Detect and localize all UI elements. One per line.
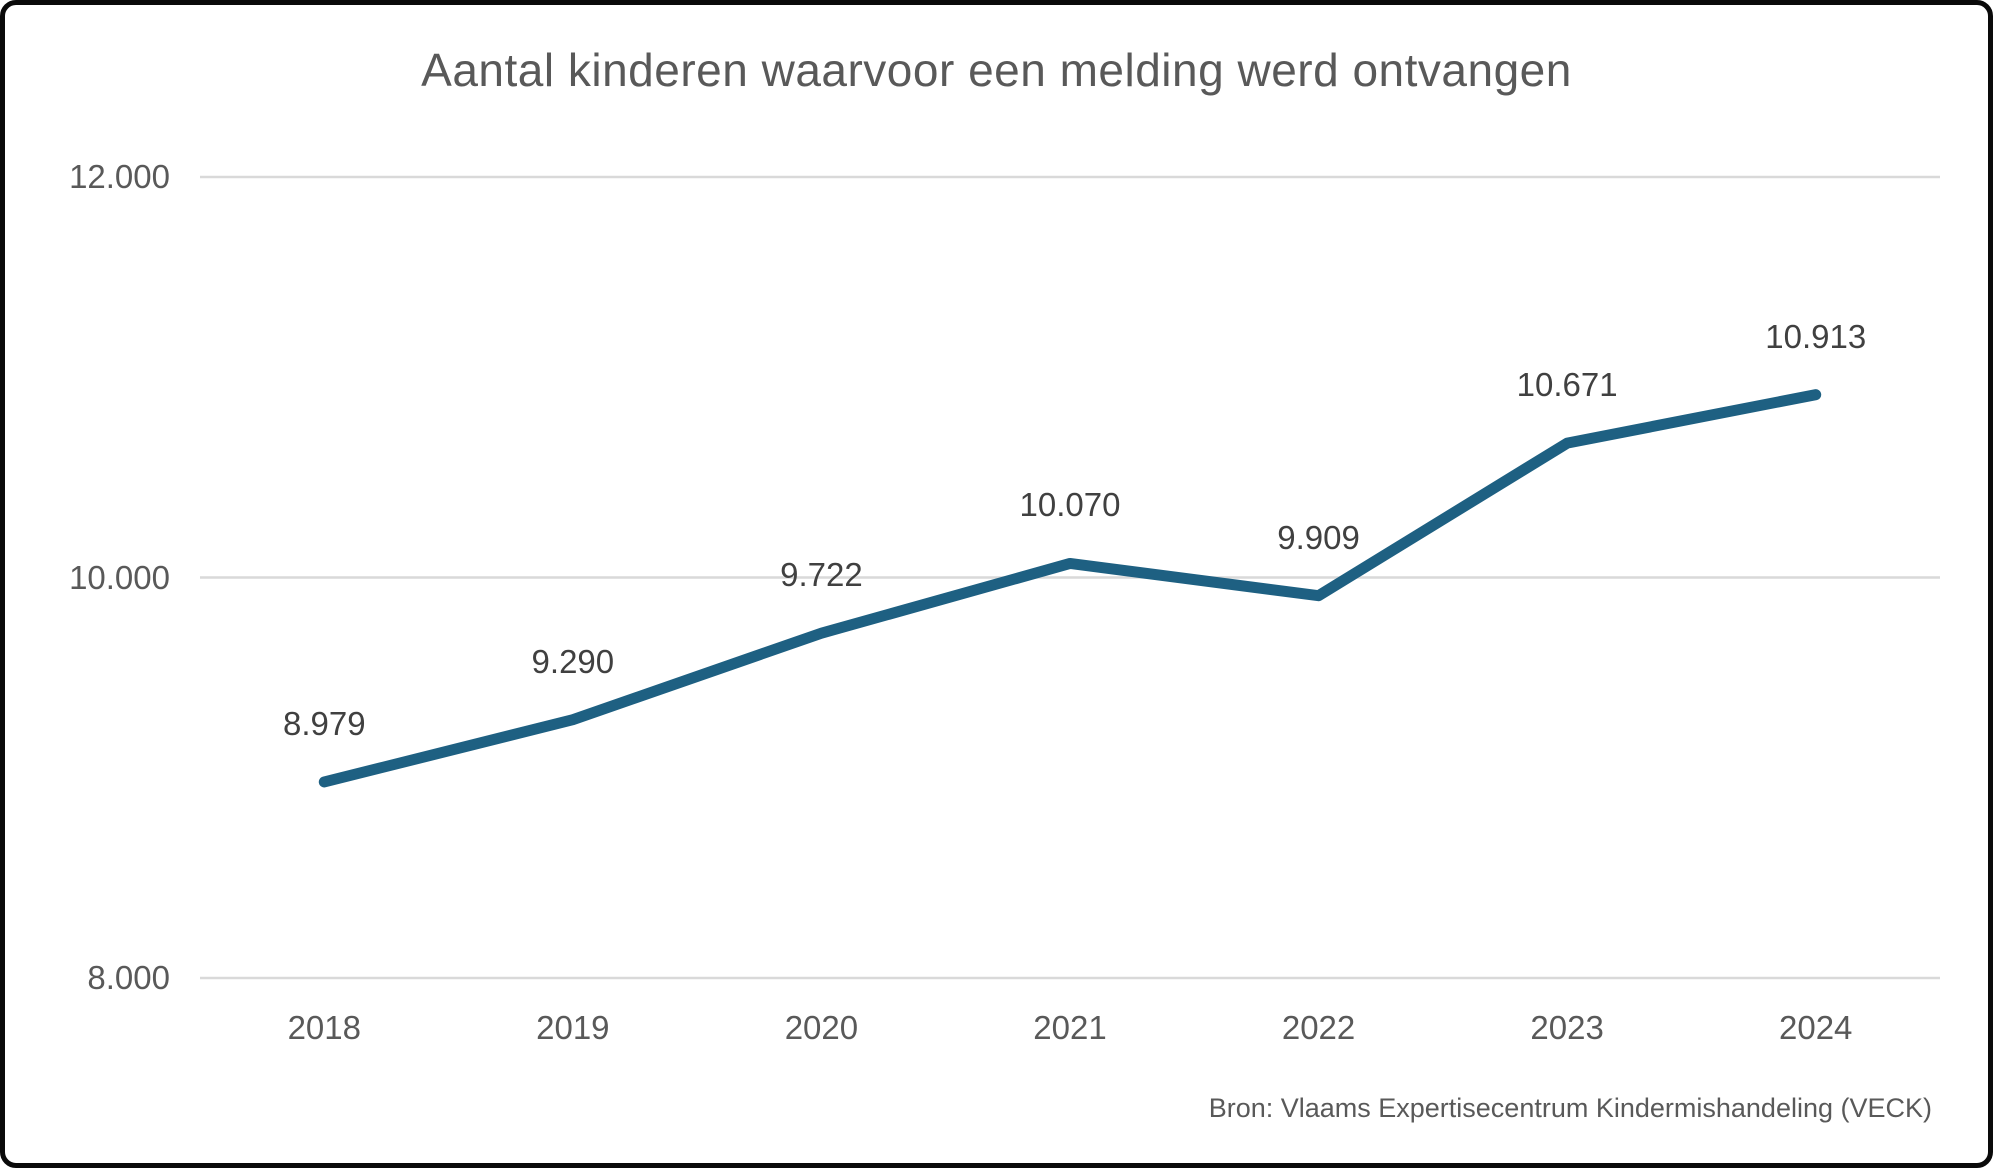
data-point-label: 9.909 [1277,518,1360,556]
x-axis-tick-label: 2022 [1281,1009,1356,1046]
x-axis-tick-label: 2019 [536,1009,610,1046]
data-point-label: 10.671 [1516,366,1618,404]
data-point-label: 10.913 [1765,317,1867,355]
line-chart-plot-area [200,175,1940,980]
x-axis-tick-label: 2023 [1530,1009,1604,1046]
y-axis-tick-label: 12.000 [69,158,170,195]
x-axis-tick-label: 2018 [287,1009,361,1046]
data-point-label: 8.979 [282,704,366,742]
data-point-label: 9.722 [780,556,863,594]
data-point-label: 10.070 [1019,486,1121,524]
y-axis-tick-label: 10.000 [69,558,170,596]
chart-title: Aantal kinderen waarvoor een melding wer… [421,44,1572,96]
trend-line [318,389,1822,788]
data-point-label: 9.290 [531,642,615,680]
x-axis-tick-label: 2021 [1033,1009,1107,1046]
y-axis-tick-label: 8.000 [87,959,170,996]
x-axis-tick-label: 2020 [784,1009,859,1046]
source-attribution: Bron: Vlaams Expertisecentrum Kindermish… [1208,1093,1932,1123]
x-axis-tick-label: 2024 [1778,1009,1853,1046]
